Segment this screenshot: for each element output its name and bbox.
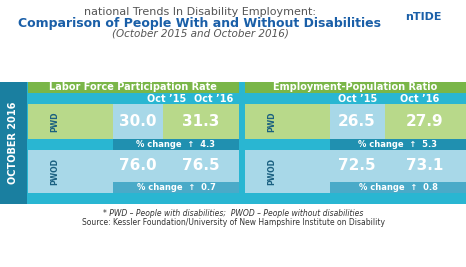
Bar	[0, 82, 27, 204]
Bar	[28, 93, 113, 104]
Text: Comparison of People With and Without Disabilities: Comparison of People With and Without Di…	[19, 17, 382, 30]
Bar	[385, 150, 466, 182]
Text: OCTOBER 2016: OCTOBER 2016	[8, 102, 18, 184]
Text: % change  ↑  5.3: % change ↑ 5.3	[358, 140, 438, 149]
Bar	[385, 104, 466, 139]
Bar	[330, 182, 466, 193]
Text: Oct ’15: Oct ’15	[338, 93, 377, 104]
Text: national Trends In Disability Employment:: national Trends In Disability Employment…	[84, 7, 316, 17]
Text: 73.1: 73.1	[406, 159, 444, 174]
Text: % change  ↑  0.7: % change ↑ 0.7	[137, 183, 215, 192]
Text: Oct ’16: Oct ’16	[400, 93, 439, 104]
Bar	[245, 93, 466, 104]
Bar	[245, 150, 330, 193]
Bar	[28, 93, 239, 104]
Text: 30.0: 30.0	[119, 114, 157, 129]
Text: * PWD – People with disabilities;  PWOD – People without disabilities: * PWD – People with disabilities; PWOD –…	[103, 209, 363, 218]
Text: nTIDE: nTIDE	[405, 12, 441, 22]
Bar	[330, 104, 385, 139]
Text: 76.0: 76.0	[119, 159, 157, 174]
Bar	[113, 139, 239, 150]
Bar	[245, 104, 330, 139]
Text: PWD: PWD	[50, 111, 60, 132]
Bar	[245, 82, 466, 93]
Text: % change  ↑  4.3: % change ↑ 4.3	[137, 140, 215, 149]
Bar	[163, 104, 239, 139]
Bar	[330, 139, 466, 150]
Text: PWD: PWD	[267, 111, 276, 132]
Text: Oct ’15: Oct ’15	[147, 93, 186, 104]
Bar	[330, 150, 385, 182]
Bar	[163, 150, 239, 182]
Text: 26.5: 26.5	[338, 114, 376, 129]
Text: PWOD: PWOD	[267, 158, 276, 185]
Text: Employment-Population Ratio: Employment-Population Ratio	[273, 83, 437, 92]
Text: 76.5: 76.5	[182, 159, 220, 174]
Text: (October 2015 and October 2016): (October 2015 and October 2016)	[111, 29, 288, 39]
Bar	[0, 0, 466, 82]
Bar	[113, 104, 163, 139]
Text: Source: Kessler Foundation/University of New Hampshire Institute on Disability: Source: Kessler Foundation/University of…	[82, 218, 384, 227]
Bar	[0, 204, 466, 267]
Bar	[28, 82, 239, 93]
Text: Labor Force Participation Rate: Labor Force Participation Rate	[49, 83, 217, 92]
Text: 72.5: 72.5	[338, 159, 376, 174]
Bar	[0, 82, 466, 204]
Bar	[113, 150, 163, 182]
Bar	[113, 182, 239, 193]
Text: 31.3: 31.3	[182, 114, 219, 129]
Bar	[28, 150, 113, 193]
Text: PWOD: PWOD	[50, 158, 60, 185]
Text: 27.9: 27.9	[406, 114, 444, 129]
Text: Oct ’16: Oct ’16	[194, 93, 233, 104]
Text: % change  ↑  0.8: % change ↑ 0.8	[358, 183, 438, 192]
Bar	[28, 104, 113, 139]
